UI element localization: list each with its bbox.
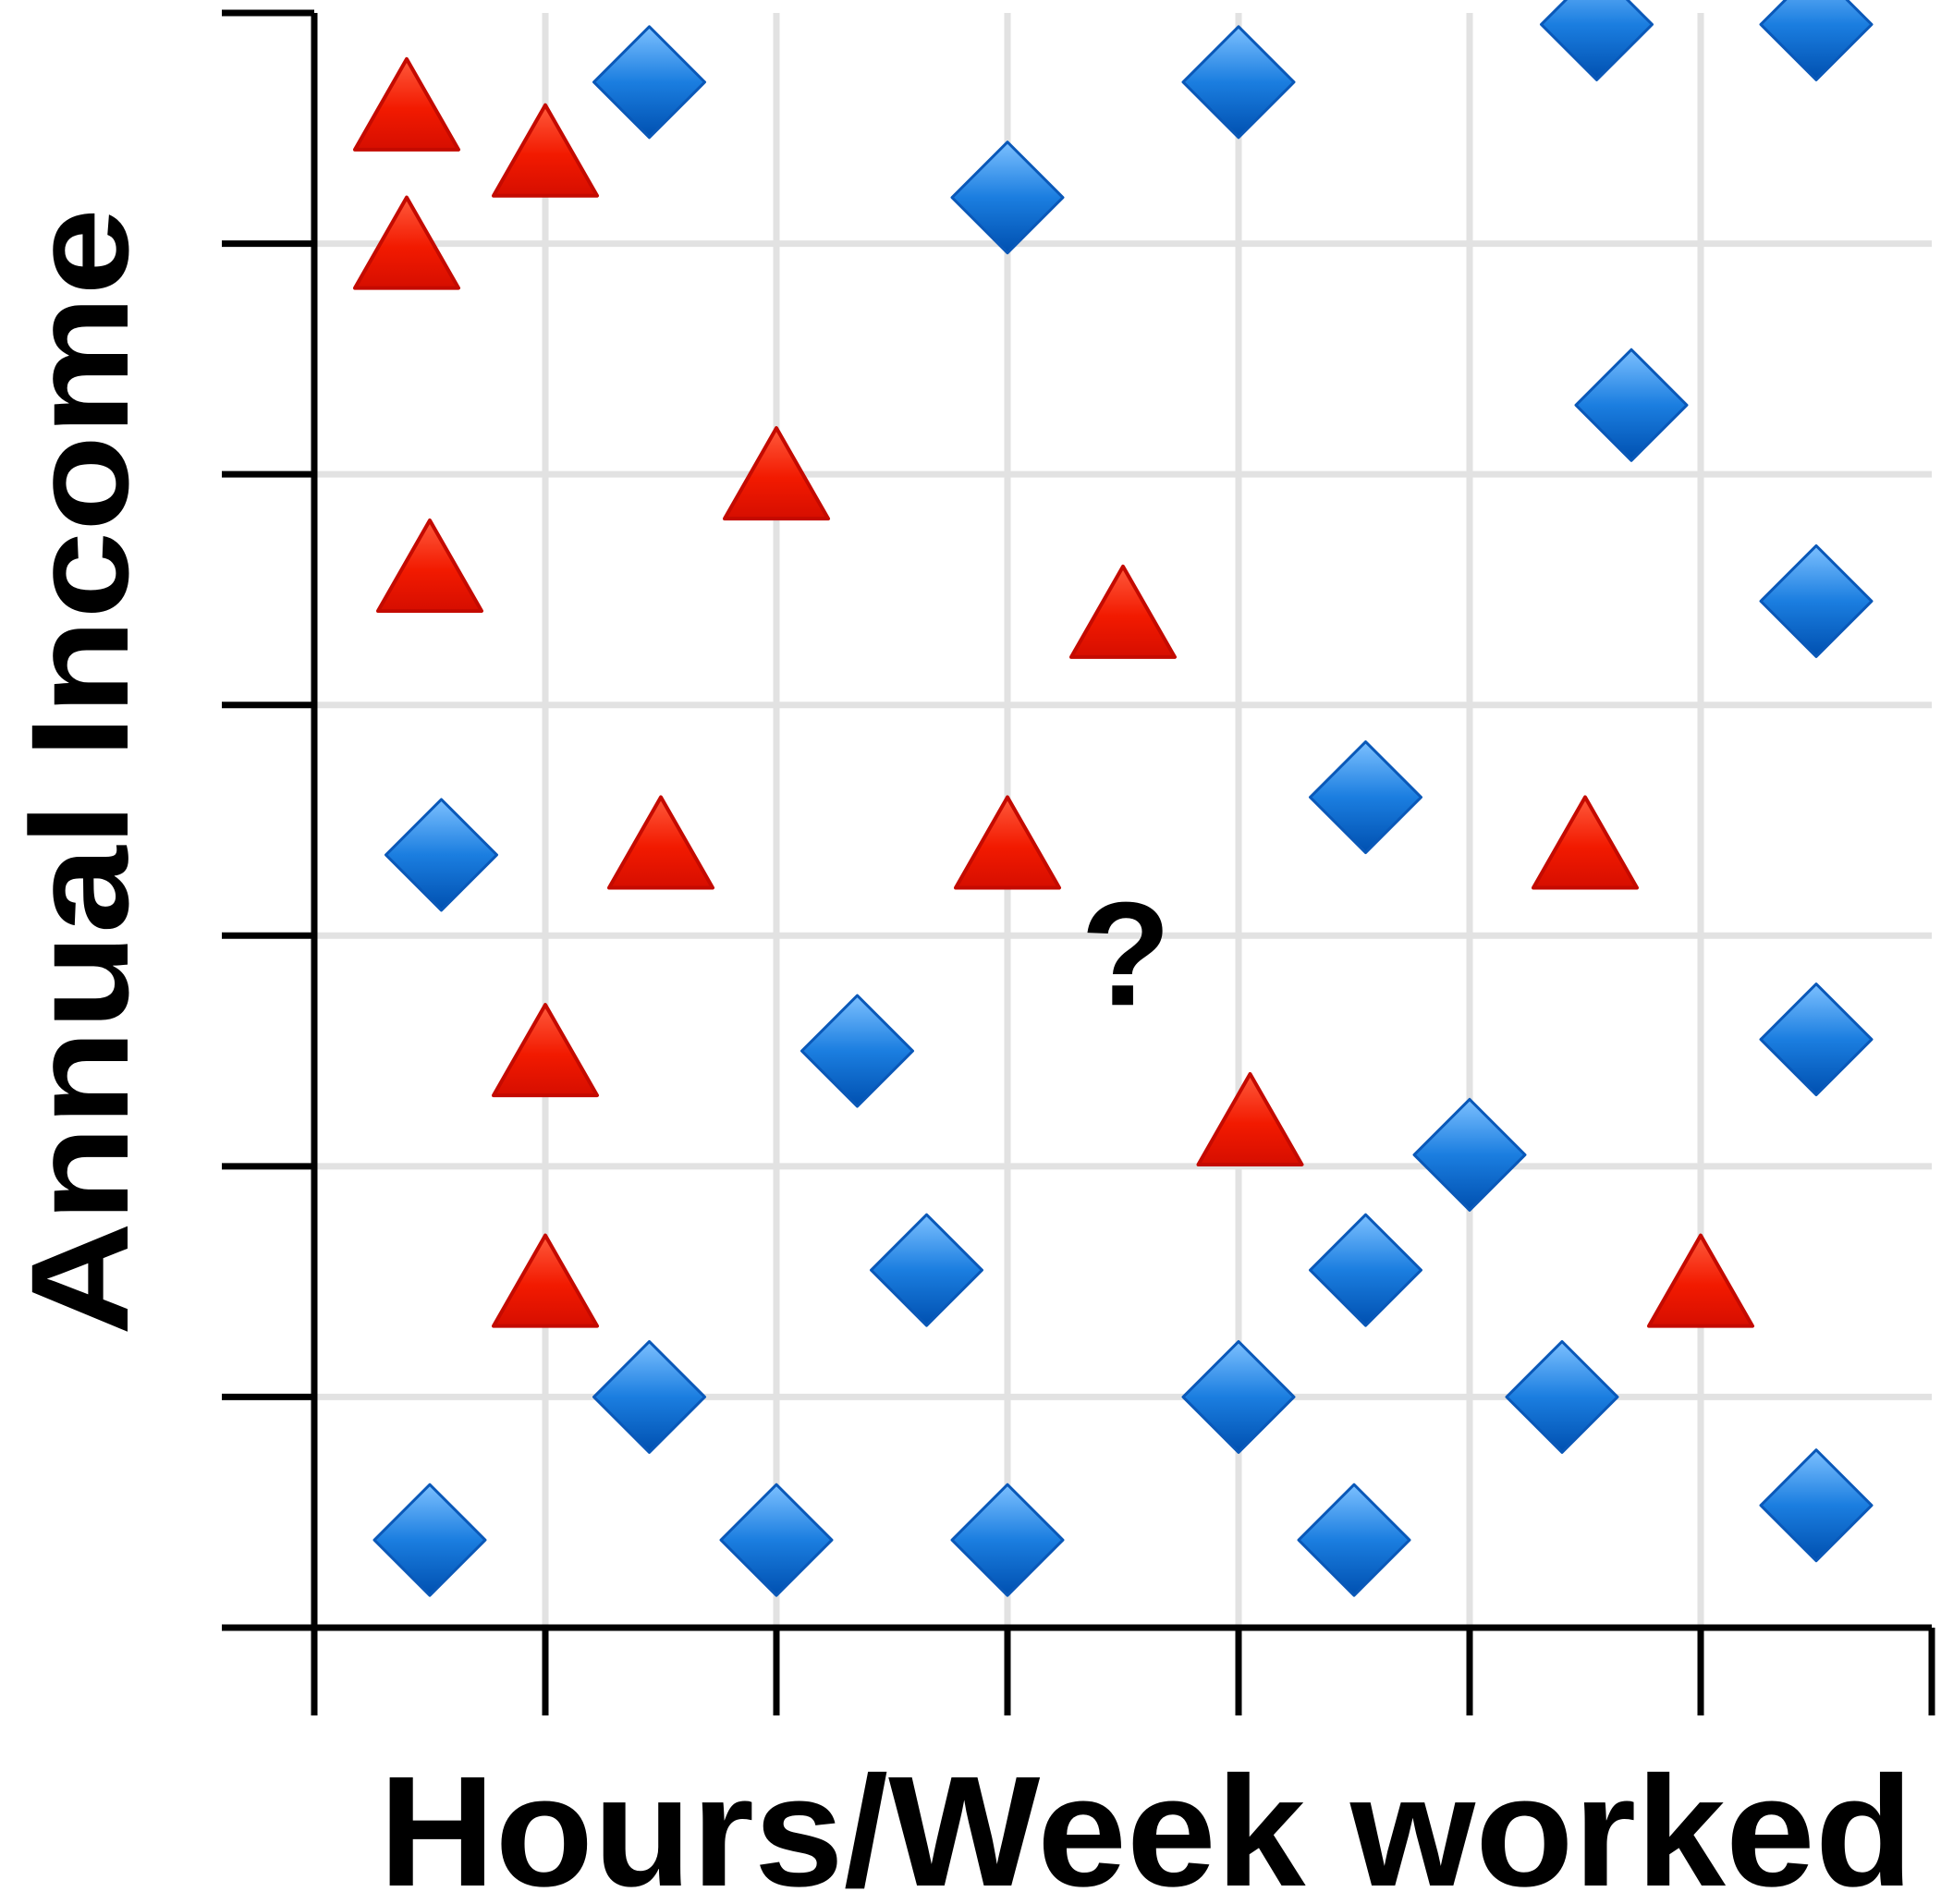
triangle-point	[1532, 795, 1639, 890]
diamond-point	[1540, 0, 1654, 81]
triangle-point	[492, 1003, 599, 1098]
triangle-point	[607, 795, 714, 890]
triangle-point	[492, 1233, 599, 1328]
diamond-point	[1412, 1097, 1527, 1212]
y-axis-label: Annual Income	[2, 208, 157, 1336]
axis-ticks	[222, 9, 1935, 1715]
triangle-point	[723, 426, 830, 521]
diamond-point	[1297, 1483, 1411, 1597]
diamond-point	[1309, 740, 1422, 855]
diamond-point	[372, 1483, 487, 1597]
triangle-point	[353, 56, 460, 152]
unknown-point-marker: ?	[1080, 871, 1171, 1036]
diamond-point	[1181, 1339, 1296, 1454]
diamond-point	[1759, 0, 1874, 81]
diamond-point	[1181, 25, 1296, 140]
triangle-point	[353, 195, 460, 290]
diamond-point	[1759, 1448, 1874, 1563]
diamond-point	[1759, 543, 1874, 658]
diamond-point	[592, 25, 706, 140]
triangle-point	[1196, 1071, 1304, 1166]
diamond-point	[1505, 1339, 1619, 1454]
triangle-point	[1647, 1233, 1754, 1328]
triangle-point	[492, 103, 599, 198]
diamond-point	[800, 994, 914, 1108]
triangle-point	[954, 795, 1061, 890]
grid-lines	[314, 13, 1932, 1628]
diamond-point	[1309, 1213, 1422, 1327]
diamond-point	[719, 1483, 834, 1597]
x-axis-label: Hours/Week worked	[379, 1744, 1913, 1904]
diamond-point	[592, 1339, 706, 1454]
data-points	[353, 0, 1874, 1597]
annotations: ?	[1080, 871, 1171, 1036]
diamond-point	[1759, 983, 1874, 1097]
diamond-point	[870, 1213, 983, 1327]
diamond-point	[1574, 348, 1689, 462]
diamond-point	[950, 1483, 1065, 1597]
diamond-point	[385, 798, 498, 912]
triangle-point	[376, 518, 483, 613]
diamond-point	[950, 140, 1065, 255]
triangle-point	[1069, 564, 1177, 659]
axes	[311, 13, 1935, 1715]
